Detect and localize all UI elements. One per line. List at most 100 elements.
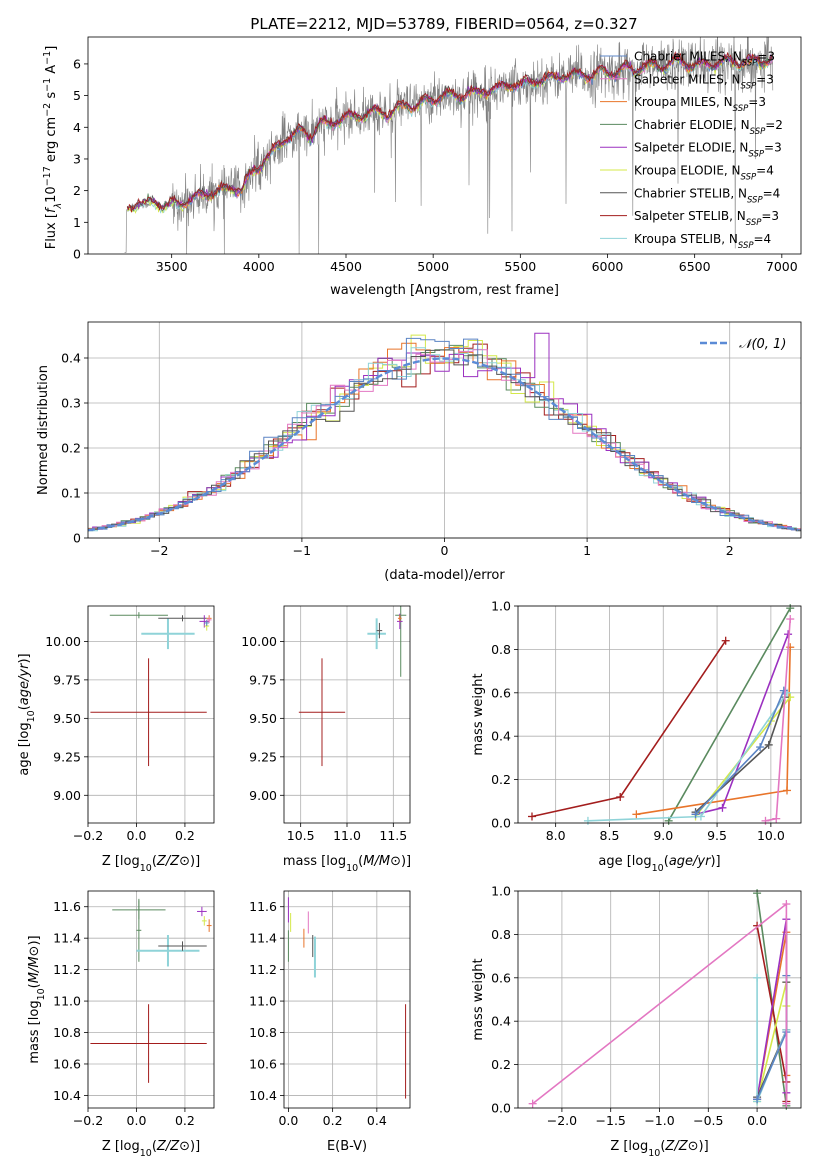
y-tick-label: 9.25 xyxy=(53,749,81,764)
x-tick-label: 0.0 xyxy=(127,1113,147,1128)
model-spectrum-salpeter_elodie xyxy=(127,53,773,211)
mass_vs_ebv-plot-area xyxy=(287,897,407,1099)
label-part: M/M⊙ xyxy=(363,854,401,869)
y-tick-label: 10.4 xyxy=(249,1088,277,1103)
label-part: −1 xyxy=(42,78,53,92)
label-part: )] xyxy=(710,854,720,869)
y-tick-label: 9.75 xyxy=(249,672,277,687)
label-part: 10 xyxy=(44,186,59,203)
legend-text: Salpeter MILES, N xyxy=(634,72,741,86)
label-part: f xyxy=(44,206,59,213)
y-tick-label: 4 xyxy=(73,120,81,135)
x-tick-label: 4000 xyxy=(243,259,275,274)
legend-tail: =2 xyxy=(765,118,783,132)
legend-text: Chabrier MILES, N xyxy=(634,50,742,64)
legend-text: Kroupa STELIB, N xyxy=(634,232,738,246)
x-tick-label: 2 xyxy=(726,543,734,558)
label-part: )] xyxy=(190,1139,200,1154)
residuals-y-label: Normed distribution xyxy=(36,365,51,495)
legend-sub: SSP xyxy=(741,173,757,183)
label-part: 10 xyxy=(26,710,37,722)
label-part: ( xyxy=(17,705,32,710)
label-part: )] xyxy=(401,854,411,869)
x-tick-label: 0.2 xyxy=(175,1113,195,1128)
mass_vs_ebv-x-label: E(B-V) xyxy=(327,1139,367,1154)
spectrum-x-label: wavelength [Angstrom, rest frame] xyxy=(330,283,559,298)
label-part: A xyxy=(44,65,59,78)
x-tick-label: 8.0 xyxy=(546,828,566,843)
legend-sub: SSP xyxy=(741,81,757,91)
spectrum-y-label: Flux [fλ10−17 erg cm−2 s−1 A−1] xyxy=(42,46,64,250)
weight_vs_Z-y-label: mass weight xyxy=(471,958,486,1040)
y-tick-label: 10.00 xyxy=(241,634,277,649)
weight_vs_age-y-label: mass weight xyxy=(471,673,486,755)
y-tick-label: 3 xyxy=(73,151,81,166)
legend-text: Kroupa ELODIE, N xyxy=(634,164,741,178)
legend-tail: =3 xyxy=(761,209,779,223)
label-part: ( xyxy=(27,983,42,988)
label-part: 10 xyxy=(140,863,152,874)
x-tick-label: 0 xyxy=(441,543,449,558)
mass_vs_Z-x-label: Z [log10(Z/Z⊙)] xyxy=(102,1139,200,1159)
y-tick-label: 0 xyxy=(73,531,81,546)
y-tick-label: 9.50 xyxy=(53,711,81,726)
x-tick-label: 0.0 xyxy=(278,1113,298,1128)
spectrum-panel: 3500 4000 4500 5000 5500 6000 6500 7000 0 1 2 3 4 5 6 w… xyxy=(42,36,802,298)
y-tick-label: 11.6 xyxy=(53,899,81,914)
y-tick-label: 0.0 xyxy=(491,816,511,831)
weight-line-chabrier_elodie xyxy=(667,607,791,822)
y-tick-label: 0.3 xyxy=(61,396,81,411)
label-part: )] xyxy=(27,935,42,945)
y-tick-label: 0.6 xyxy=(491,970,511,985)
label-part: ( xyxy=(664,854,669,869)
label-part: mass [log xyxy=(27,1000,42,1063)
x-tick-label: 11.0 xyxy=(333,828,361,843)
x-tick-label: −1.0 xyxy=(644,1113,674,1128)
label-part: ( xyxy=(358,854,363,869)
legend-tail: =3 xyxy=(756,72,774,86)
y-tick-label: 0 xyxy=(73,247,81,262)
legend-sub: SSP xyxy=(747,195,763,205)
y-tick-label: 0.8 xyxy=(491,927,511,942)
legend-tail: =4 xyxy=(756,164,774,178)
label-part: −1 xyxy=(42,51,53,65)
legend-sub: SSP xyxy=(733,104,749,114)
label-part: Z/Z⊙ xyxy=(156,1139,190,1154)
x-tick-label: 5500 xyxy=(504,259,536,274)
x-tick-label: 3500 xyxy=(156,259,188,274)
label-part: ( xyxy=(152,1139,157,1154)
legend-tail: =3 xyxy=(757,50,775,64)
y-tick-label: 0.6 xyxy=(491,685,511,700)
axes-frame xyxy=(517,605,802,824)
legend-sub: SSP xyxy=(738,241,754,251)
label-part: 10 xyxy=(36,988,47,1000)
legend-entry: Kroupa MILES, NSSP=3 xyxy=(634,95,766,114)
y-tick-label: 10.00 xyxy=(45,634,81,649)
y-tick-label: 9.00 xyxy=(249,788,277,803)
x-tick-label: 4500 xyxy=(330,259,362,274)
legend-entry: Kroupa STELIB, NSSP=4 xyxy=(634,232,771,251)
weight-line-kroupa_stelib xyxy=(587,692,788,822)
weight_vs_age-panel: 8.0 8.5 9.0 9.5 10.0 0.0 0.2 0.4 0.6 0.8 1.0 age [l… xyxy=(471,599,802,874)
x-tick-label: −1.5 xyxy=(596,1113,626,1128)
age_vs_Z-y-label: age [log10(age/yr)] xyxy=(17,653,37,775)
label-part: 10 xyxy=(346,863,358,874)
mass_vs_Z-y-label: mass [log10(M/M⊙)] xyxy=(27,935,47,1063)
x-tick-label: 8.5 xyxy=(600,828,620,843)
legend-sub: SSP xyxy=(750,127,766,137)
x-tick-label: −2.0 xyxy=(547,1113,577,1128)
legend-text: Chabrier ELODIE, N xyxy=(634,118,750,132)
legend-entry: Chabrier MILES, NSSP=3 xyxy=(634,50,775,69)
y-tick-label: 0.8 xyxy=(491,642,511,657)
x-tick-label: −1 xyxy=(293,543,311,558)
label-part: )] xyxy=(699,1139,709,1154)
legend-sub: SSP xyxy=(748,150,764,160)
label-part: mass [log xyxy=(283,854,346,869)
label-part: Z/Z⊙ xyxy=(156,854,190,869)
y-tick-label: 10.8 xyxy=(249,1025,277,1040)
histogram-kroupa_elodie xyxy=(88,334,801,531)
legend-tail: =4 xyxy=(754,232,772,246)
legend-tail: =3 xyxy=(748,95,766,109)
residuals-panel: −2 −1 0 1 2 0 0.1 0.2 0.3 0.4 (data-model)/error No… xyxy=(36,321,802,583)
